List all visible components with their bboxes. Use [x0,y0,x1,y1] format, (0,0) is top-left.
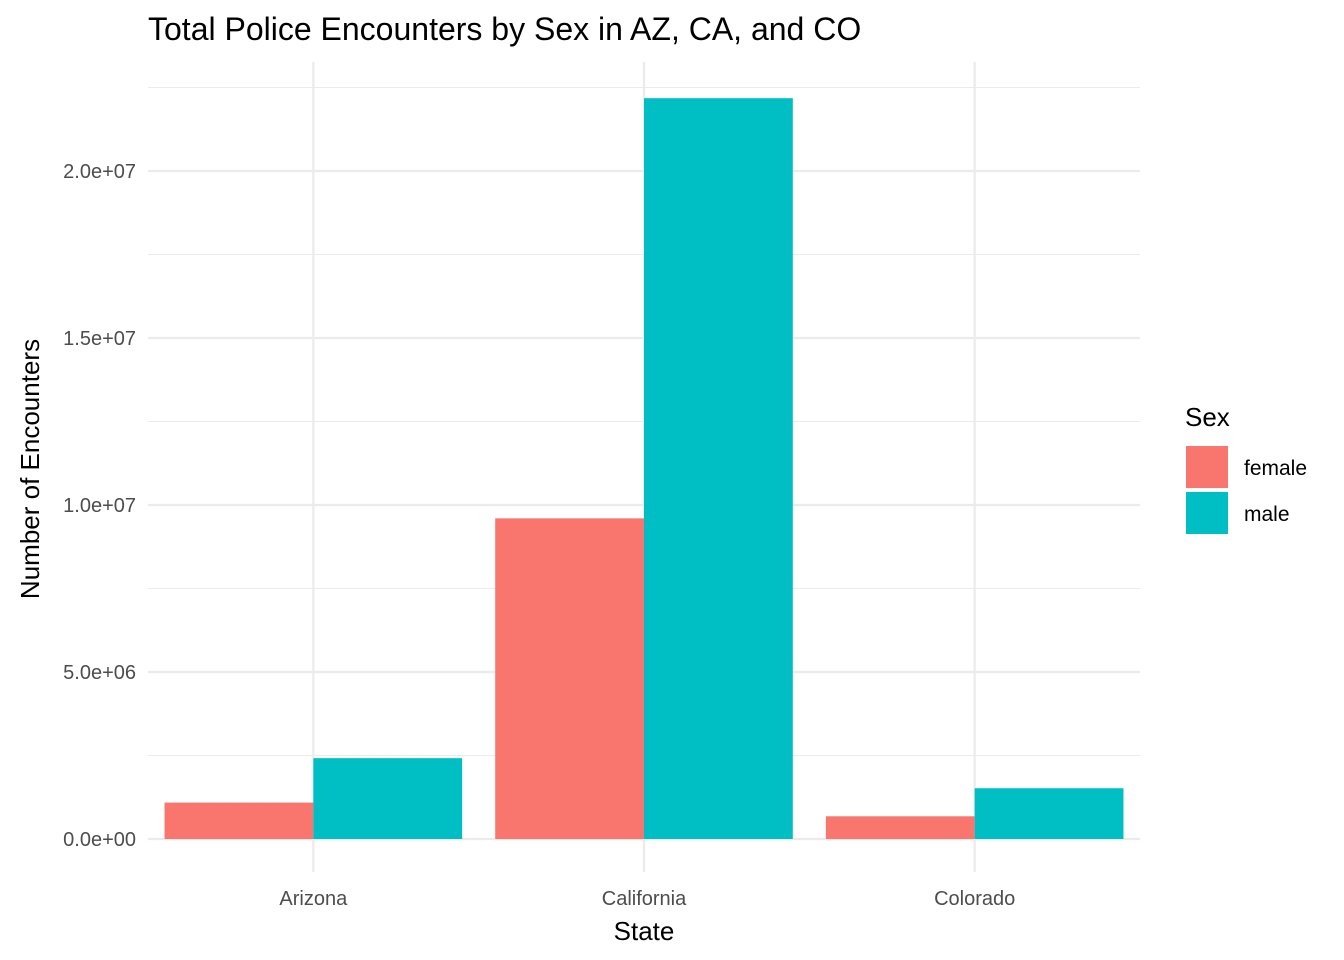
y-axis-title: Number of Encounters [15,339,45,599]
x-axis: Arizona California Colorado [279,888,1015,910]
y-tick-label: 0.0e+00 [63,829,136,851]
x-tick-label: Arizona [279,888,348,910]
y-tick-label: 5.0e+06 [63,662,136,684]
x-tick-label: California [602,888,687,910]
legend-label-female: female [1244,457,1307,480]
bar-male-arizona [313,758,463,839]
legend-label-male: male [1244,503,1290,526]
bar-male-colorado [974,788,1124,839]
legend-swatch-male [1186,492,1228,534]
bar-male-california [644,98,793,840]
y-tick-label: 1.0e+07 [63,495,136,517]
x-tick-label: Colorado [934,888,1015,910]
y-tick-label: 1.5e+07 [63,328,136,350]
legend: Sex female male [1185,402,1307,534]
legend-title: Sex [1185,402,1230,432]
chart-title: Total Police Encounters by Sex in AZ, CA… [148,11,861,47]
y-tick-label: 2.0e+07 [63,161,136,183]
legend-swatch-female [1186,446,1228,488]
x-axis-title: State [614,916,675,946]
bars-layer [164,98,1124,840]
bar-female-arizona [164,802,314,839]
y-axis: 0.0e+00 5.0e+06 1.0e+07 1.5e+07 2.0e+07 [63,161,136,851]
bar-female-california [495,518,644,839]
bar-female-colorado [825,816,975,839]
